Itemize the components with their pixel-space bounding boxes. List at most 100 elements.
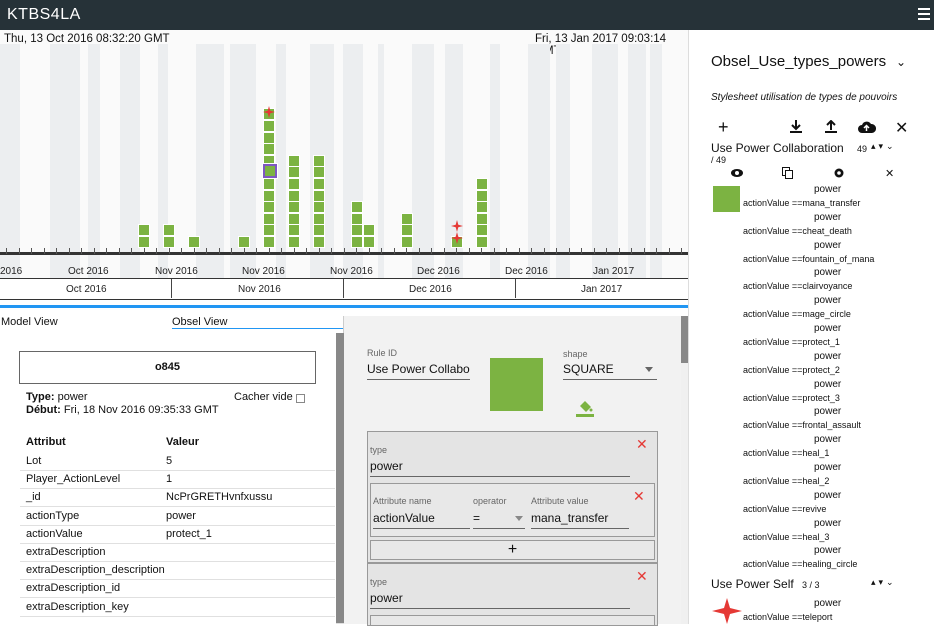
cloud-upload-icon[interactable] (857, 120, 876, 134)
obsel-marker[interactable] (313, 236, 325, 248)
rule-name[interactable]: Use Power Self (711, 577, 794, 591)
shape-select[interactable]: SQUARE (563, 362, 657, 380)
attribute-value: 5 (166, 455, 173, 467)
obsel-marker[interactable] (401, 224, 413, 237)
close-icon[interactable]: ✕ (885, 168, 895, 180)
obsel-marker[interactable] (138, 224, 150, 237)
copy-icon[interactable] (782, 167, 793, 179)
add-icon[interactable]: + (718, 117, 729, 137)
close-icon[interactable]: ✕ (636, 568, 648, 584)
download-icon[interactable] (789, 120, 803, 134)
obsel-marker[interactable] (288, 166, 300, 179)
tab-obsel-view[interactable]: Obsel View (172, 316, 228, 328)
obsel-marker[interactable] (288, 224, 300, 237)
obsel-marker[interactable] (288, 236, 300, 248)
obsel-marker[interactable] (238, 236, 250, 248)
obsel-marker[interactable] (313, 224, 325, 237)
rule-sort-controls[interactable]: ▴▾⌄ (871, 577, 897, 587)
obsel-marker[interactable] (263, 120, 275, 132)
obsel-marker[interactable] (476, 178, 488, 190)
attr-value-input[interactable]: mana_transfer (531, 511, 629, 529)
timeline[interactable]: Thu, 13 Oct 2016 08:32:20 GMT Fri, 13 Ja… (0, 30, 688, 298)
menu-icon[interactable] (918, 8, 930, 20)
obsel-marker[interactable] (476, 201, 488, 214)
obsel-marker[interactable] (351, 236, 363, 248)
obsel-marker[interactable] (476, 189, 488, 202)
obsel-marker[interactable] (138, 236, 150, 248)
obsel-marker[interactable] (263, 224, 275, 237)
obsel-marker[interactable] (476, 212, 488, 225)
star-obsel-marker[interactable] (263, 106, 275, 118)
add-attribute-button[interactable]: + (370, 540, 655, 560)
obsel-marker[interactable] (263, 178, 275, 190)
chevron-down-icon[interactable]: ⌄ (896, 55, 907, 69)
tab-model-view[interactable]: Model View (1, 316, 58, 328)
obsel-marker[interactable] (288, 154, 300, 167)
divider[interactable] (0, 305, 688, 308)
stylesheet-name[interactable]: Obsel_Use_types_powers (711, 53, 887, 70)
obsel-marker[interactable] (263, 154, 275, 167)
axis-tick (168, 248, 170, 254)
obsel-begin: Début: Fri, 18 Nov 2016 09:35:33 GMT (26, 404, 219, 416)
upload-icon[interactable] (824, 120, 838, 134)
eye-icon[interactable] (730, 168, 744, 178)
obsel-marker[interactable] (476, 224, 488, 237)
obsel-marker[interactable] (263, 236, 275, 248)
obsel-marker[interactable] (313, 154, 325, 167)
star-shape-icon[interactable] (712, 598, 742, 624)
obsel-marker[interactable] (263, 201, 275, 214)
timeline-band (445, 44, 463, 282)
obsel-marker[interactable] (313, 201, 325, 214)
obsel-marker[interactable] (313, 178, 325, 190)
selected-obsel-marker[interactable] (262, 163, 278, 179)
gear-icon[interactable] (833, 167, 845, 179)
star-obsel-marker[interactable] (451, 220, 463, 232)
timeline-band (88, 44, 100, 282)
paint-bucket-icon[interactable] (576, 398, 594, 418)
rule-name[interactable]: Use Power Collaboration (711, 141, 844, 155)
obsel-marker[interactable] (401, 236, 413, 248)
rule-sort-controls[interactable]: ▴▾⌄ (871, 141, 897, 151)
obsel-marker[interactable] (476, 236, 488, 248)
star-obsel-marker[interactable] (451, 232, 463, 244)
obsel-marker[interactable] (363, 236, 375, 248)
obsel-marker[interactable] (313, 166, 325, 179)
obsel-marker[interactable] (163, 224, 175, 237)
rule-id-input[interactable]: Use Power Collaboration (367, 362, 470, 380)
rule-color-swatch[interactable] (490, 358, 543, 411)
timeline-band (120, 44, 140, 282)
operator-select[interactable]: = (473, 511, 525, 529)
obsel-marker[interactable] (263, 131, 275, 144)
obsel-marker[interactable] (313, 212, 325, 225)
obsel-marker[interactable] (163, 236, 175, 248)
obsel-marker[interactable] (313, 189, 325, 202)
type-input[interactable]: power (370, 459, 630, 477)
legend-type: power (814, 239, 842, 251)
close-icon[interactable]: ✕ (633, 488, 645, 504)
obsel-marker[interactable] (263, 143, 275, 156)
obsel-marker[interactable] (288, 201, 300, 214)
type-input[interactable]: power (370, 591, 630, 609)
rule-color-swatch[interactable] (713, 186, 740, 212)
obsel-marker[interactable] (288, 212, 300, 225)
obsel-marker[interactable] (351, 224, 363, 237)
attr-name-input[interactable]: actionValue (373, 511, 470, 529)
obsel-marker[interactable] (351, 212, 363, 225)
obsel-marker[interactable] (263, 189, 275, 202)
obsel-marker[interactable] (288, 178, 300, 190)
obsel-marker[interactable] (263, 212, 275, 225)
obsel-marker[interactable] (401, 212, 413, 225)
obsel-marker[interactable] (188, 236, 200, 248)
obsel-marker[interactable] (351, 201, 363, 214)
legend-condition: actionValue ==heal_2 (743, 476, 830, 486)
month-axis[interactable] (0, 278, 688, 300)
close-icon[interactable]: ✕ (895, 120, 909, 137)
obsel-marker[interactable] (288, 189, 300, 202)
obsel-marker[interactable] (363, 224, 375, 237)
left-scrollbar-thumb[interactable] (336, 333, 344, 623)
hide-empty-checkbox[interactable] (296, 394, 305, 403)
editor-scrollbar-thumb[interactable] (681, 316, 688, 363)
close-icon[interactable]: ✕ (636, 436, 648, 452)
editor-scrollbar[interactable] (681, 316, 688, 624)
attribute-value: 1 (166, 473, 173, 486)
